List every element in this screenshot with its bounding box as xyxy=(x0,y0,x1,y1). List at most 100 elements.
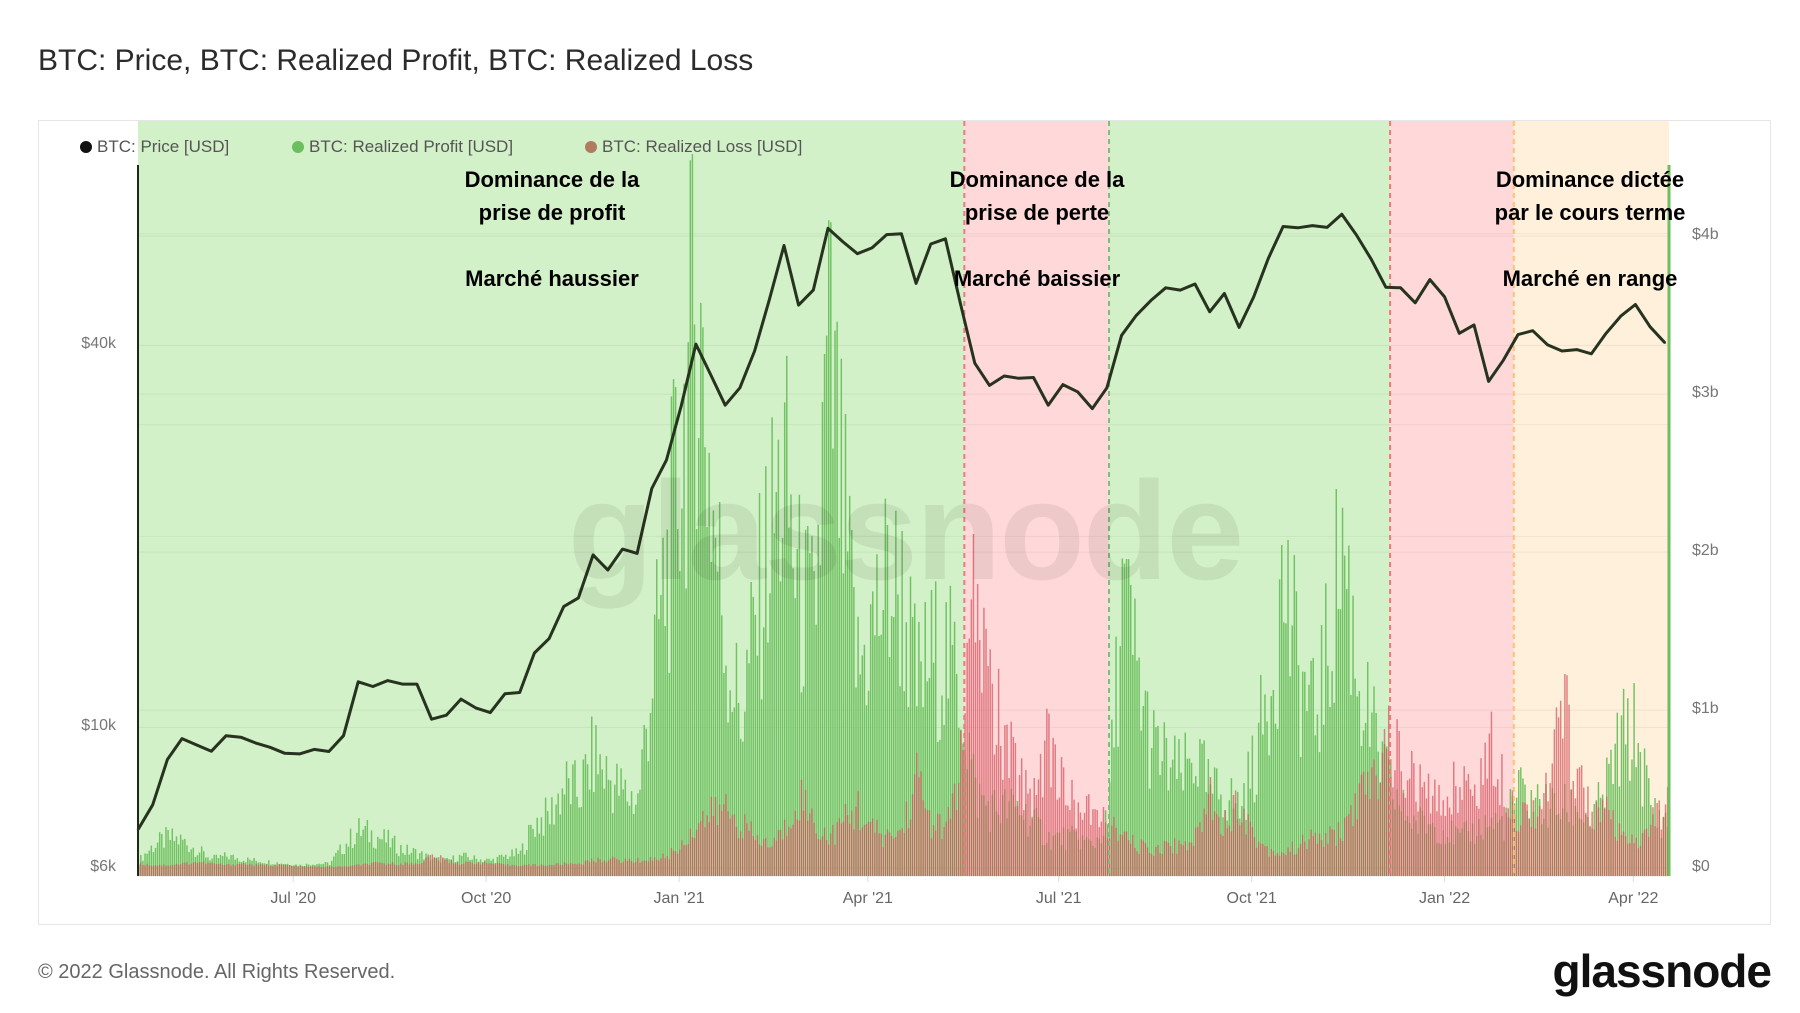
profit-bar xyxy=(645,728,648,877)
loss-bar xyxy=(205,864,207,877)
loss-bar xyxy=(1272,851,1275,877)
loss-bar xyxy=(930,838,933,877)
loss-bar xyxy=(1264,846,1266,877)
loss-bar xyxy=(586,860,589,877)
right-axis-label: $2b xyxy=(1692,542,1719,560)
loss-bar xyxy=(1163,840,1166,877)
profit-bar xyxy=(1308,684,1310,877)
loss-bar xyxy=(295,865,297,877)
profit-bar xyxy=(567,778,570,877)
loss-bar xyxy=(477,861,480,877)
profit-bar xyxy=(687,342,689,877)
loss-bar xyxy=(1350,805,1352,877)
profit-bar xyxy=(685,588,687,877)
profit-bar xyxy=(893,617,895,877)
loss-bar xyxy=(804,789,807,877)
profit-bar xyxy=(1117,746,1119,877)
loss-bar xyxy=(219,863,222,877)
profit-bar xyxy=(377,836,379,877)
loss-bar xyxy=(419,864,421,877)
right-axis-label: $1b xyxy=(1692,700,1719,718)
loss-bar xyxy=(1662,817,1665,877)
loss-bar xyxy=(903,832,905,877)
loss-bar xyxy=(985,628,987,877)
loss-bar xyxy=(624,858,627,877)
profit-bar xyxy=(626,801,629,877)
loss-bar xyxy=(1176,853,1178,877)
price-point xyxy=(841,240,844,243)
loss-bar xyxy=(572,863,574,877)
loss-bar xyxy=(953,783,956,877)
profit-bar xyxy=(360,836,362,877)
profit-bar xyxy=(188,852,190,877)
loss-bar xyxy=(825,839,828,877)
profit-bar xyxy=(540,817,543,877)
loss-bar xyxy=(1092,809,1094,877)
profit-bar xyxy=(536,817,538,877)
loss-bar xyxy=(1316,843,1319,877)
profit-bar xyxy=(834,330,836,877)
loss-bar xyxy=(165,865,167,877)
profit-bar xyxy=(628,805,631,877)
loss-bar xyxy=(1274,855,1277,877)
loss-bar xyxy=(1029,788,1031,877)
loss-bar xyxy=(1432,795,1434,877)
loss-bar xyxy=(1654,826,1656,877)
profit-bar xyxy=(1274,723,1277,877)
loss-bar xyxy=(748,830,750,877)
profit-bar xyxy=(788,527,790,877)
loss-bar xyxy=(926,810,929,877)
profit-bar xyxy=(559,814,562,877)
profit-bar xyxy=(200,846,203,877)
loss-bar xyxy=(920,771,922,877)
loss-bar xyxy=(370,862,373,877)
legend-item-realized-loss[interactable]: BTC: Realized Loss [USD] xyxy=(585,137,802,157)
profit-bar xyxy=(1643,748,1646,877)
loss-bar xyxy=(1354,793,1356,877)
loss-bar xyxy=(1530,826,1533,877)
glassnode-logo[interactable]: glassnode xyxy=(1552,945,1772,997)
loss-bar xyxy=(683,845,685,877)
loss-bar xyxy=(211,862,213,877)
profit-bar xyxy=(351,848,354,877)
loss-bar xyxy=(1195,827,1197,877)
profit-bar xyxy=(1111,719,1113,877)
loss-bar xyxy=(161,865,163,877)
loss-bar xyxy=(798,820,801,877)
profit-bar xyxy=(947,698,950,877)
loss-bar xyxy=(1413,763,1415,877)
profit-bar xyxy=(1176,778,1178,877)
loss-bar xyxy=(660,858,662,877)
loss-bar xyxy=(756,835,759,877)
profit-bar xyxy=(813,571,815,877)
loss-bar xyxy=(1341,841,1344,877)
loss-bar xyxy=(1526,804,1528,877)
profit-bar xyxy=(1331,671,1333,877)
profit-bar xyxy=(781,537,784,877)
legend-item-realized-profit[interactable]: BTC: Realized Profit [USD] xyxy=(292,137,513,157)
loss-bar xyxy=(1192,846,1195,877)
profit-bar xyxy=(1293,555,1296,877)
profit-bar xyxy=(1184,732,1187,877)
loss-bar xyxy=(1635,837,1637,877)
price-point xyxy=(445,714,448,717)
loss-bar xyxy=(653,857,656,877)
legend-item-price[interactable]: BTC: Price [USD] xyxy=(80,137,229,157)
profit-bar xyxy=(777,439,780,877)
profit-bar xyxy=(827,220,830,877)
loss-bar xyxy=(234,865,236,877)
price-point xyxy=(797,303,800,307)
loss-bar xyxy=(1027,793,1029,877)
loss-bar xyxy=(939,814,941,877)
loss-bar xyxy=(1180,844,1182,877)
loss-bar xyxy=(475,863,478,877)
profit-bar xyxy=(783,402,786,877)
loss-bar xyxy=(731,815,733,877)
profit-bar xyxy=(878,635,880,877)
loss-bar xyxy=(563,861,566,877)
loss-bar xyxy=(578,863,580,877)
profit-bar xyxy=(341,854,343,877)
profit-bar xyxy=(1201,743,1203,877)
profit-bar xyxy=(817,524,819,877)
profit-bar xyxy=(712,510,715,877)
